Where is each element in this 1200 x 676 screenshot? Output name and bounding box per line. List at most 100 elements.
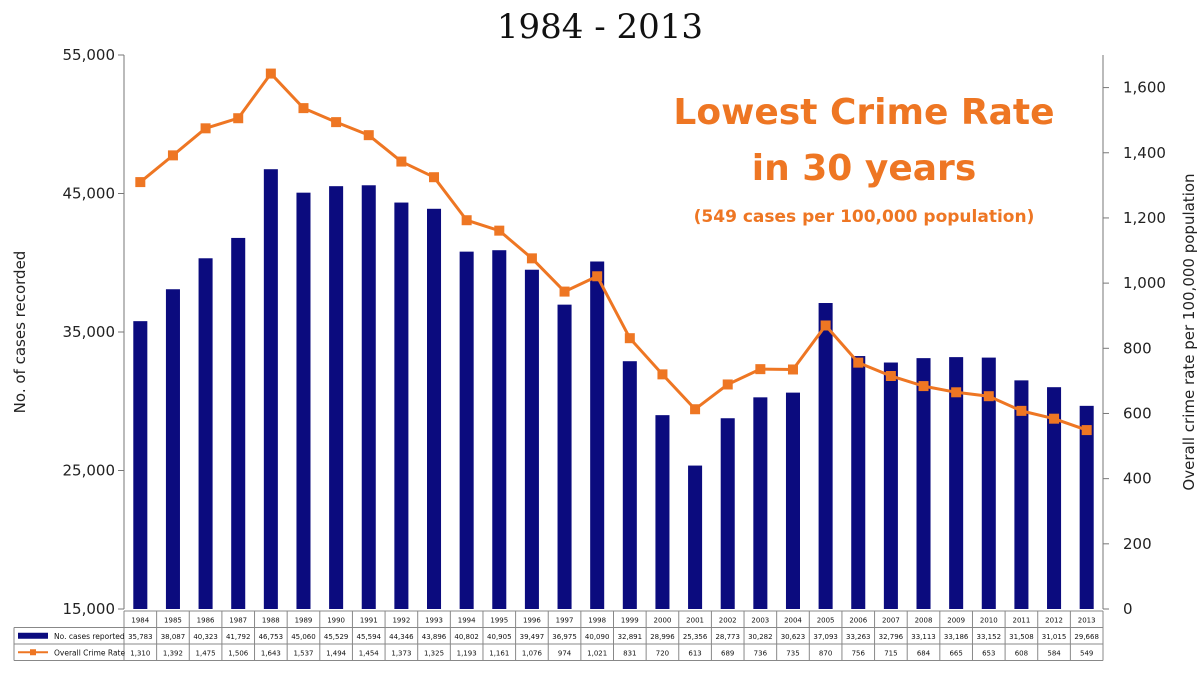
- bar-1987: [231, 237, 246, 610]
- right-tick-label: 400: [1123, 470, 1152, 488]
- rate-point-1986: [200, 123, 211, 134]
- rate-point-1995: [494, 225, 505, 236]
- legend-line-label: Overall Crime Rate: [54, 648, 125, 657]
- table-rate-cell: 1,643: [261, 649, 281, 657]
- bar-2010: [981, 357, 996, 609]
- annotation-line-1: Lowest Crime Rate: [673, 92, 1054, 133]
- table-year: 1989: [295, 617, 313, 625]
- table-cases-cell: 45,594: [357, 633, 382, 641]
- table-cases-cell: 41,792: [226, 633, 251, 641]
- bar-2008: [916, 358, 931, 609]
- table-cases-cell: 32,796: [879, 633, 904, 641]
- table-year: 1991: [360, 617, 378, 625]
- table-rate-cell: 1,373: [391, 649, 411, 657]
- table-cases-cell: 33,113: [911, 633, 936, 641]
- plot-area: 15,000 25,000 35,000 45,000 55,000 0 200 400 600…: [63, 46, 1166, 618]
- rate-point-1998: [592, 271, 603, 282]
- left-tick-label: 45,000: [63, 185, 116, 203]
- bar-2011: [1014, 380, 1029, 609]
- table-cases-cell: 35,783: [128, 633, 153, 641]
- right-tick-label: 1,400: [1123, 144, 1166, 162]
- table-year: 2008: [915, 617, 933, 625]
- rate-point-2004: [787, 364, 798, 375]
- table-rate-cell: 831: [623, 649, 636, 657]
- bar-2000: [655, 415, 670, 609]
- table-rate-cell: 720: [656, 649, 669, 657]
- table-year: 2002: [719, 617, 737, 625]
- table-year: 2013: [1078, 617, 1096, 625]
- table-cases-cell: 38,087: [161, 633, 186, 641]
- bar-2001: [688, 465, 703, 609]
- table-cases-cell: 39,497: [520, 633, 545, 641]
- table-rate-cell: 1,537: [293, 649, 313, 657]
- bar-2012: [1047, 387, 1062, 609]
- right-axis-label: Overall crime rate per 100,000 populatio…: [1180, 173, 1198, 490]
- rate-point-2006: [853, 357, 864, 368]
- table-year: 1999: [621, 617, 639, 625]
- table-cases-cell: 25,356: [683, 633, 708, 641]
- rate-point-2010: [983, 391, 994, 402]
- table-cases-cell: 40,905: [487, 633, 512, 641]
- right-tick-label: 200: [1123, 535, 1152, 553]
- data-table: 1984 1985 1986 1987 1988 1989 1990 1991 1992 1993…: [13, 610, 1104, 661]
- bar-1991: [361, 185, 376, 609]
- bar-2009: [949, 357, 964, 609]
- rate-point-2003: [755, 364, 766, 375]
- table-year: 1990: [327, 617, 345, 625]
- table-year: 2006: [849, 617, 867, 625]
- rate-point-1992: [396, 156, 407, 167]
- bar-1986: [198, 258, 213, 609]
- right-tick-label: 1,600: [1123, 79, 1166, 97]
- table-year: 2001: [686, 617, 704, 625]
- table-rate-cell: 974: [558, 649, 572, 657]
- table-rate-cell: 613: [688, 649, 701, 657]
- bar-1989: [296, 192, 311, 609]
- rate-point-1989: [298, 103, 309, 114]
- bar-1990: [329, 186, 344, 610]
- right-tick-label: 1,200: [1123, 209, 1166, 227]
- table-year: 1986: [197, 617, 215, 625]
- table-year: 1998: [588, 617, 606, 625]
- table-cases-cell: 40,323: [193, 633, 218, 641]
- table-year: 2012: [1045, 617, 1063, 625]
- rate-point-1999: [624, 333, 635, 344]
- rate-point-2001: [690, 404, 701, 415]
- table-rate-cell: 715: [884, 649, 897, 657]
- crime-rate-line: [139, 72, 1088, 432]
- bar-2002: [720, 418, 735, 609]
- left-axis-label: No. of cases recorded: [11, 251, 29, 414]
- left-tick-label: 25,000: [63, 462, 116, 480]
- table-year: 1987: [229, 617, 247, 625]
- bar-2003: [753, 397, 768, 609]
- rate-point-1985: [167, 150, 178, 161]
- rate-point-1994: [461, 215, 472, 226]
- table-rate-cell: 756: [852, 649, 866, 657]
- bar-2004: [785, 392, 800, 609]
- table-rate-cell: 1,021: [587, 649, 607, 657]
- bar-1993: [427, 208, 442, 609]
- table-rate-cell: 1,494: [326, 649, 347, 657]
- bar-2005: [818, 303, 833, 609]
- table-rate-cell: 1,392: [163, 649, 183, 657]
- bar-2006: [851, 356, 866, 609]
- table-rate-cell: 689: [721, 649, 734, 657]
- table-rate-cell: 684: [917, 649, 931, 657]
- rate-point-2005: [820, 320, 831, 331]
- left-tick-label: 55,000: [63, 46, 116, 64]
- bar-1997: [557, 304, 572, 609]
- table-rate-cell: 735: [786, 649, 799, 657]
- table-year: 1996: [523, 617, 541, 625]
- annotation-line-2: in 30 years: [752, 148, 977, 189]
- right-tick-label: 0: [1123, 600, 1133, 618]
- table-year: 1993: [425, 617, 443, 625]
- bar-2013: [1079, 405, 1094, 609]
- table-year: 1995: [490, 617, 508, 625]
- legend-bars-label: No. cases reported: [54, 632, 125, 641]
- table-rate-cell: 653: [982, 649, 995, 657]
- table-cases-cell: 33,186: [944, 633, 969, 641]
- bar-1994: [459, 251, 474, 609]
- legend-line-marker: [30, 649, 36, 656]
- rate-point-1997: [559, 286, 570, 297]
- table-rate-cell: 1,076: [522, 649, 543, 657]
